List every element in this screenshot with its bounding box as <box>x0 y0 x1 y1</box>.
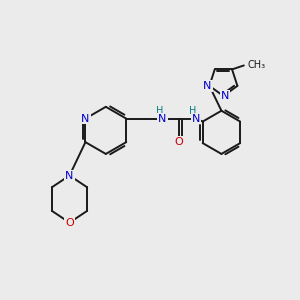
Text: N: N <box>203 81 212 91</box>
Text: N: N <box>65 170 74 181</box>
Text: CH₃: CH₃ <box>248 61 266 70</box>
Text: N: N <box>221 91 230 101</box>
Text: N: N <box>158 114 167 124</box>
Text: H: H <box>156 106 163 116</box>
Text: H: H <box>189 106 197 116</box>
Text: N: N <box>192 114 200 124</box>
Text: O: O <box>65 218 74 228</box>
Text: O: O <box>175 137 184 147</box>
Text: N: N <box>81 114 90 124</box>
